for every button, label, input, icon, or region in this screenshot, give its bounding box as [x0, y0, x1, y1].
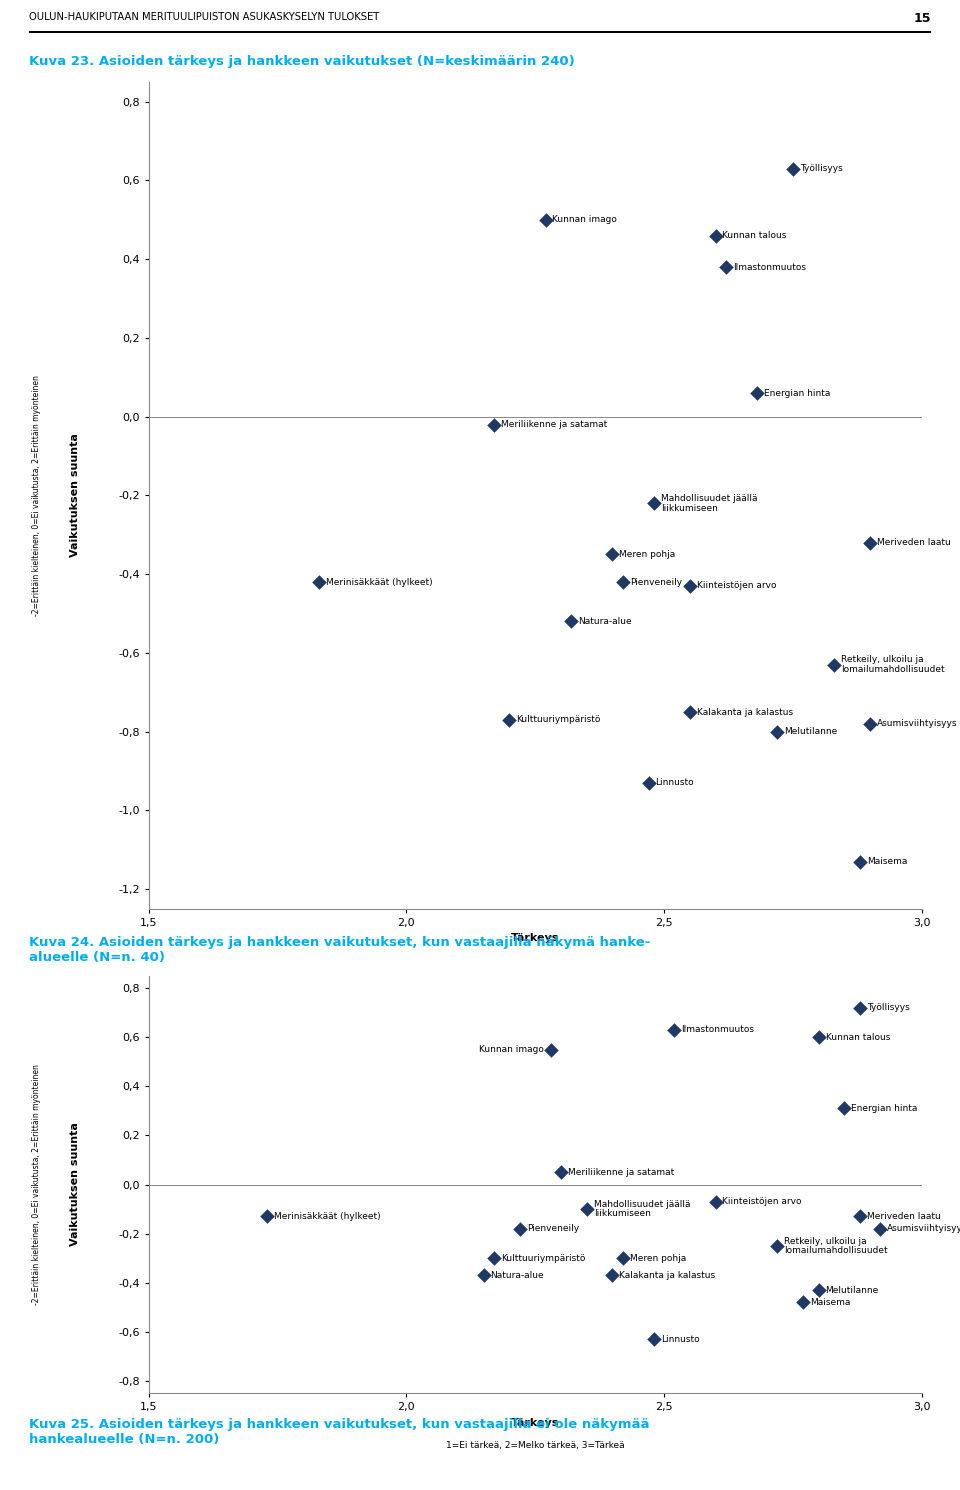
- Text: -2=Erittäin kielteinen, 0=Ei vaikutusta, 2=Erittäin myönteinen: -2=Erittäin kielteinen, 0=Ei vaikutusta,…: [33, 375, 41, 615]
- Point: [487, 413, 502, 437]
- Point: [646, 492, 661, 516]
- Point: [487, 1246, 502, 1269]
- Point: [605, 542, 620, 566]
- X-axis label: Tärkeys: Tärkeys: [511, 1417, 560, 1427]
- Point: [553, 1161, 568, 1185]
- Text: Merinisäkkäät (hylkeet): Merinisäkkäät (hylkeet): [325, 578, 432, 587]
- Text: Meren pohja: Meren pohja: [619, 550, 676, 559]
- Point: [811, 1278, 827, 1302]
- Point: [682, 700, 697, 724]
- Text: -2=Erittäin kielteinen, 0=Ei vaikutusta, 2=Erittäin myönteinen: -2=Erittäin kielteinen, 0=Ei vaikutusta,…: [33, 1064, 41, 1305]
- Point: [862, 530, 877, 554]
- Point: [615, 1246, 631, 1269]
- Text: Energian hinta: Energian hinta: [764, 389, 830, 398]
- Point: [770, 720, 785, 744]
- Point: [543, 1037, 559, 1061]
- Point: [852, 1204, 868, 1228]
- Point: [579, 1196, 594, 1220]
- Point: [827, 653, 842, 676]
- Text: Natura-alue: Natura-alue: [491, 1271, 544, 1280]
- Text: Retkeily, ulkoilu ja
lomailumahdollisuudet: Retkeily, ulkoilu ja lomailumahdollisuud…: [841, 656, 945, 673]
- Point: [873, 1217, 888, 1241]
- Point: [836, 1097, 852, 1120]
- Text: Työllisyys: Työllisyys: [800, 164, 843, 173]
- Point: [749, 381, 764, 405]
- Text: Kalakanta ja kalastus: Kalakanta ja kalastus: [697, 708, 793, 717]
- Point: [796, 1290, 811, 1314]
- Text: Meriveden laatu: Meriveden laatu: [877, 538, 950, 547]
- Text: Energian hinta: Energian hinta: [852, 1104, 918, 1113]
- Point: [605, 1264, 620, 1287]
- Text: Kulttuuriympäristö: Kulttuuriympäristö: [501, 1253, 586, 1262]
- Text: Pienveneily: Pienveneily: [527, 1225, 579, 1234]
- Point: [512, 1217, 527, 1241]
- Text: 1=Ei tärkeä, 2=Melko tärkeä, 3=Tärkeä: 1=Ei tärkeä, 2=Melko tärkeä, 3=Tärkeä: [445, 1004, 625, 1013]
- Point: [564, 609, 579, 633]
- Text: Maisema: Maisema: [810, 1298, 851, 1307]
- Text: Kulttuuriympäristö: Kulttuuriympäristö: [516, 715, 601, 724]
- Text: Ilmastonmuutos: Ilmastonmuutos: [732, 262, 805, 271]
- Text: Vaikutuksen suunta: Vaikutuksen suunta: [70, 434, 81, 557]
- Text: Meriliikenne ja satamat: Meriliikenne ja satamat: [501, 420, 607, 429]
- Point: [666, 1018, 682, 1042]
- Point: [259, 1204, 275, 1228]
- Text: 1=Ei tärkeä, 2=Melko tärkeä, 3=Tärkeä: 1=Ei tärkeä, 2=Melko tärkeä, 3=Tärkeä: [445, 1441, 625, 1450]
- Text: Pienveneily: Pienveneily: [630, 578, 682, 587]
- Text: Mahdollisuudet jäällä
liikkumiseen: Mahdollisuudet jäällä liikkumiseen: [593, 1199, 690, 1219]
- Text: Kunnan imago: Kunnan imago: [552, 215, 617, 225]
- Text: Mahdollisuudet jäällä
liikkumiseen: Mahdollisuudet jäällä liikkumiseen: [660, 495, 757, 513]
- Point: [476, 1264, 492, 1287]
- Point: [615, 571, 631, 595]
- Point: [811, 1025, 827, 1049]
- Text: Vaikutuksen suunta: Vaikutuksen suunta: [70, 1122, 81, 1247]
- Text: 15: 15: [914, 12, 931, 25]
- Text: Maisema: Maisema: [867, 857, 907, 866]
- Text: Meren pohja: Meren pohja: [630, 1253, 686, 1262]
- Text: Melutilanne: Melutilanne: [784, 727, 837, 736]
- Point: [708, 1191, 723, 1214]
- Text: Kiinteistöjen arvo: Kiinteistöjen arvo: [723, 1198, 802, 1207]
- Point: [682, 574, 697, 597]
- Text: Kuva 23. Asioiden tärkeys ja hankkeen vaikutukset (N=keskimäärin 240): Kuva 23. Asioiden tärkeys ja hankkeen va…: [29, 55, 574, 69]
- Point: [646, 1328, 661, 1351]
- Point: [770, 1234, 785, 1258]
- Text: Työllisyys: Työllisyys: [867, 1003, 909, 1012]
- Point: [538, 207, 553, 231]
- Point: [718, 255, 733, 279]
- Text: Linnusto: Linnusto: [656, 778, 694, 787]
- Text: OULUN-HAUKIPUTAAN MERITUULIPUISTON ASUKASKYSELYN TULOKSET: OULUN-HAUKIPUTAAN MERITUULIPUISTON ASUKA…: [29, 12, 379, 22]
- Text: Melutilanne: Melutilanne: [826, 1286, 878, 1295]
- Point: [852, 849, 868, 873]
- Text: Kuva 24. Asioiden tärkeys ja hankkeen vaikutukset, kun vastaajilla näkymä hanke-: Kuva 24. Asioiden tärkeys ja hankkeen va…: [29, 936, 650, 964]
- Text: Kunnan imago: Kunnan imago: [479, 1044, 543, 1053]
- Text: Kiinteistöjen arvo: Kiinteistöjen arvo: [697, 581, 777, 590]
- Text: Asumisviihtyisyys: Asumisviihtyisyys: [887, 1225, 960, 1234]
- Text: Linnusto: Linnusto: [660, 1335, 699, 1344]
- Text: Natura-alue: Natura-alue: [578, 617, 632, 626]
- Point: [311, 571, 326, 595]
- Text: Meriliikenne ja satamat: Meriliikenne ja satamat: [568, 1168, 674, 1177]
- Point: [502, 708, 517, 732]
- Text: Kuva 25. Asioiden tärkeys ja hankkeen vaikutukset, kun vastaajilla ei ole näkymä: Kuva 25. Asioiden tärkeys ja hankkeen va…: [29, 1418, 649, 1447]
- Text: Kalakanta ja kalastus: Kalakanta ja kalastus: [619, 1271, 715, 1280]
- Text: Retkeily, ulkoilu ja
lomailumahdollisuudet: Retkeily, ulkoilu ja lomailumahdollisuud…: [784, 1237, 888, 1255]
- Point: [862, 712, 877, 736]
- Text: Meriveden laatu: Meriveden laatu: [867, 1211, 941, 1220]
- Point: [641, 770, 657, 794]
- Point: [852, 995, 868, 1019]
- Text: Asumisviihtyisyys: Asumisviihtyisyys: [877, 720, 957, 729]
- Text: Kunnan talous: Kunnan talous: [826, 1033, 890, 1042]
- Point: [708, 224, 723, 247]
- Point: [785, 156, 801, 180]
- X-axis label: Tärkeys: Tärkeys: [511, 933, 560, 943]
- Text: Merinisäkkäät (hylkeet): Merinisäkkäät (hylkeet): [275, 1211, 381, 1220]
- Text: Ilmastonmuutos: Ilmastonmuutos: [682, 1025, 755, 1034]
- Text: Kunnan talous: Kunnan talous: [723, 231, 787, 240]
